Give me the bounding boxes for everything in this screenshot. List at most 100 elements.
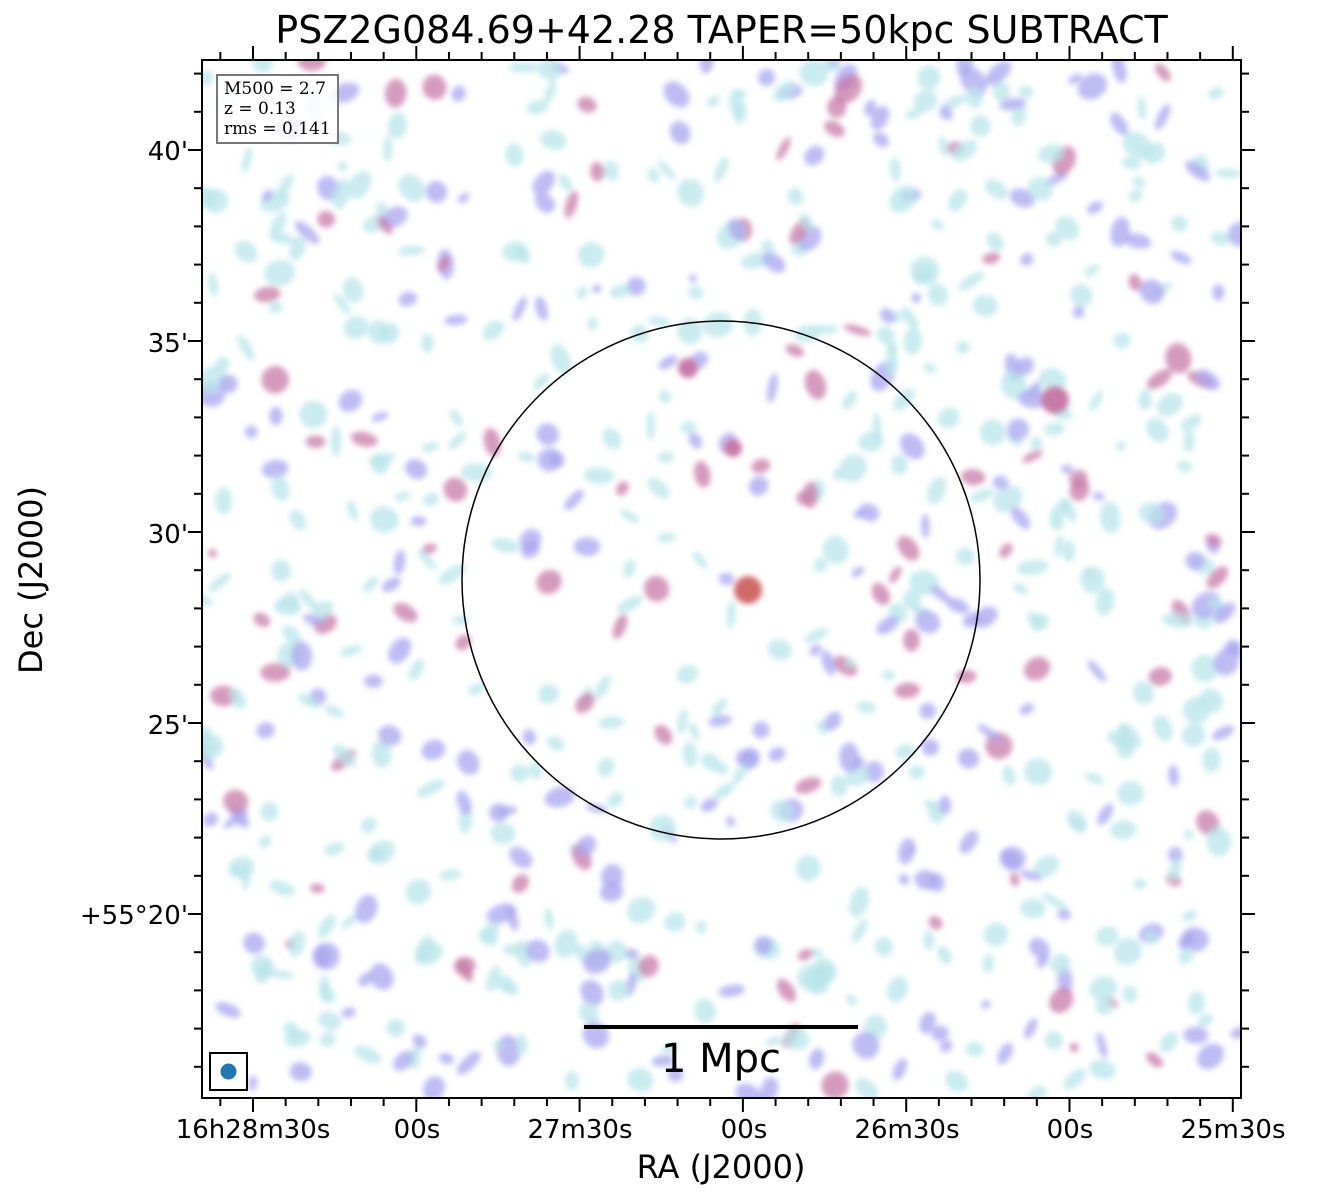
emission-blob	[537, 684, 559, 704]
emission-blob	[894, 682, 921, 699]
emission-blob	[594, 675, 611, 699]
emission-blob	[647, 316, 671, 327]
emission-blob	[309, 883, 325, 893]
emission-blob	[1049, 500, 1069, 524]
redshift-label: z = 0.13	[224, 99, 296, 119]
emission-blob	[253, 612, 271, 627]
emission-blob	[507, 62, 540, 73]
emission-blob	[289, 509, 307, 531]
emission-blob	[234, 241, 258, 263]
emission-blob	[1024, 758, 1053, 786]
emission-blob	[317, 914, 336, 939]
emission-blob	[507, 906, 519, 932]
emission-blob	[702, 312, 734, 338]
emission-blob	[701, 752, 721, 771]
emission-blob	[547, 736, 565, 751]
emission-blob	[794, 777, 822, 794]
emission-blob	[436, 256, 451, 272]
emission-blob	[1212, 725, 1235, 741]
emission-blob	[1196, 1043, 1225, 1070]
emission-blob	[1117, 780, 1144, 806]
emission-blob	[824, 120, 845, 138]
emission-blob	[1223, 640, 1241, 655]
emission-blob	[969, 488, 995, 503]
emission-blob	[1213, 602, 1236, 624]
emission-blob	[688, 722, 700, 741]
emission-blob	[728, 218, 745, 241]
emission-blob	[921, 738, 940, 757]
emission-blob	[856, 701, 877, 713]
emission-blob	[202, 365, 227, 394]
emission-blob	[626, 276, 646, 296]
emission-blob	[490, 823, 516, 845]
emission-blob	[802, 481, 819, 509]
emission-blob	[215, 1002, 241, 1018]
emission-blob	[532, 170, 555, 196]
emission-blob	[1117, 723, 1130, 738]
emission-blob	[1124, 233, 1152, 249]
emission-blob	[482, 320, 504, 341]
emission-blob	[797, 964, 827, 992]
emission-blob	[958, 271, 985, 291]
emission-blob	[1080, 566, 1105, 594]
emission-blob	[797, 949, 813, 961]
emission-blob	[358, 972, 373, 987]
emission-blob	[1142, 142, 1166, 164]
emission-blob	[260, 663, 291, 682]
emission-blob	[939, 106, 953, 121]
emission-blob	[624, 948, 639, 960]
emission-blob	[1077, 73, 1108, 100]
emission-blob	[443, 477, 468, 502]
emission-blob	[898, 838, 916, 865]
emission-blob	[804, 369, 827, 400]
emission-blob	[1084, 264, 1100, 277]
emission-blob	[1062, 540, 1075, 563]
emission-blob	[425, 180, 448, 203]
emission-blob	[661, 1044, 679, 1054]
emission-blob	[371, 740, 392, 768]
emission-blob	[397, 245, 426, 256]
emission-blob	[688, 274, 697, 283]
emission-blob	[1054, 535, 1064, 558]
emission-blob	[718, 572, 735, 586]
emission-blob	[526, 99, 549, 115]
emission-blob	[656, 532, 677, 543]
emission-blob	[1068, 73, 1083, 85]
emission-blob	[516, 1033, 528, 1055]
emission-blob	[677, 318, 702, 345]
emission-blob	[1024, 1017, 1038, 1039]
emission-blob	[945, 1070, 969, 1093]
emission-blob	[999, 846, 1026, 871]
emission-blob	[202, 70, 214, 86]
emission-blob	[544, 907, 554, 930]
emission-blob	[1201, 747, 1221, 773]
emission-blob	[638, 955, 659, 978]
emission-peak	[1041, 386, 1069, 414]
emission-blob	[241, 146, 253, 174]
emission-blob	[554, 929, 578, 958]
emission-blob	[1007, 418, 1030, 441]
emission-blob	[269, 880, 296, 896]
emission-blob	[1097, 803, 1114, 826]
emission-blob	[1009, 872, 1020, 887]
emission-blob	[299, 400, 328, 429]
emission-blob	[1039, 368, 1067, 391]
emission-blob	[1187, 991, 1206, 1015]
emission-blob	[383, 136, 393, 163]
emission-blob	[243, 932, 265, 954]
emission-blob	[874, 937, 894, 957]
emission-blob	[858, 431, 884, 452]
emission-blob	[261, 365, 290, 394]
emission-blob	[669, 121, 691, 145]
emission-blob	[1205, 533, 1222, 547]
emission-blob	[897, 535, 920, 561]
emission-blob	[388, 637, 412, 664]
emission-blob	[898, 873, 910, 885]
emission-blob	[886, 976, 908, 1003]
emission-blob	[830, 775, 848, 797]
emission-blob	[986, 232, 1004, 252]
emission-blob	[725, 816, 736, 827]
emission-blob	[394, 491, 411, 502]
emission-blob	[1121, 156, 1142, 170]
emission-blob	[870, 105, 890, 131]
